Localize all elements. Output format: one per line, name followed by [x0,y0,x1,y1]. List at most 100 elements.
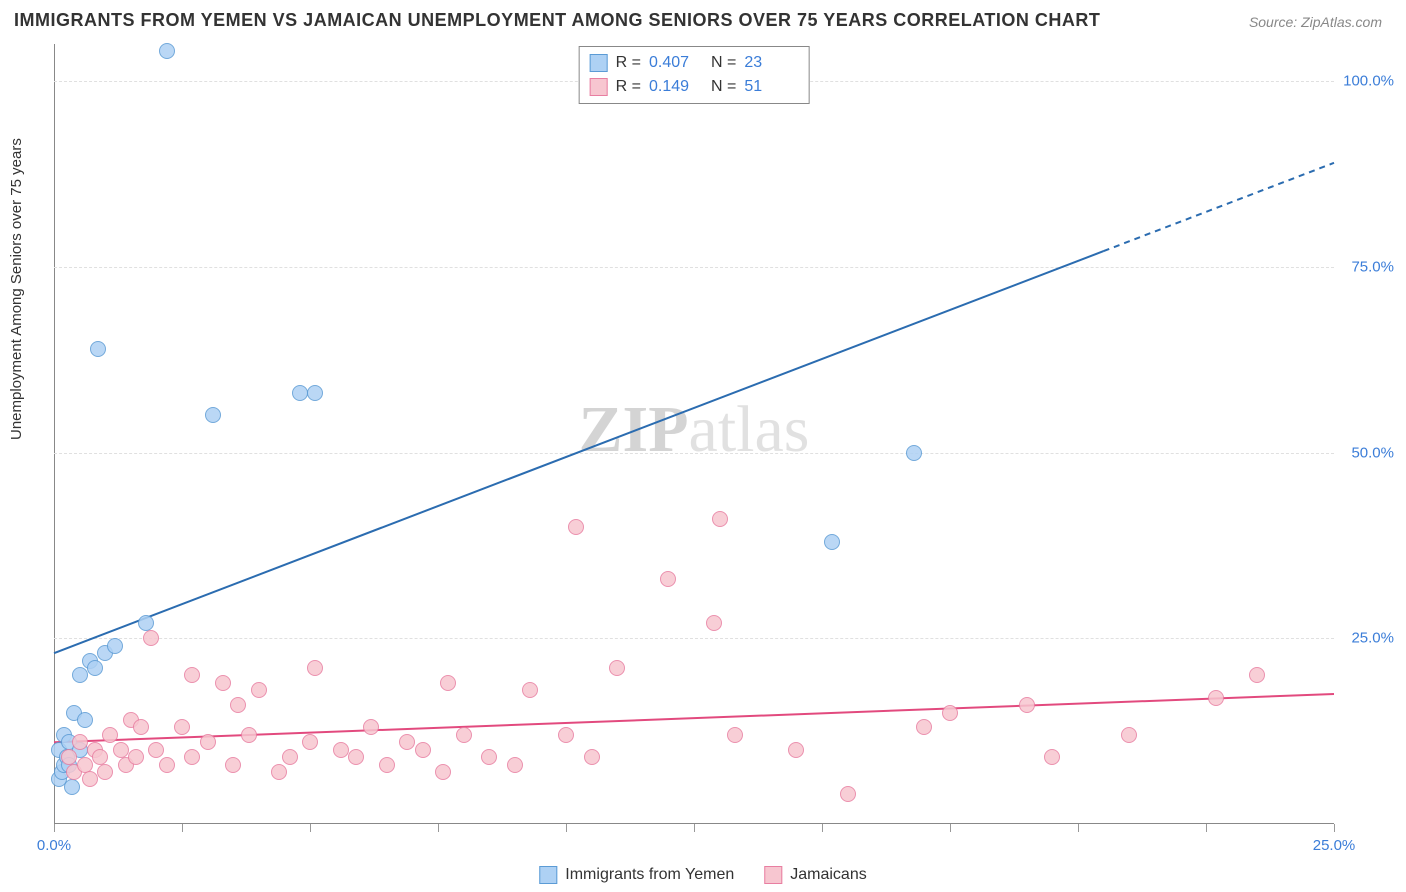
r-value-2: 0.149 [649,75,703,99]
scatter-point [706,615,722,631]
scatter-point [282,749,298,765]
swatch-series-1 [539,866,557,884]
scatter-point [138,615,154,631]
scatter-point [143,630,159,646]
scatter-point [159,43,175,59]
scatter-point [1121,727,1137,743]
x-tick [694,824,695,832]
y-axis-label: Unemployment Among Seniors over 75 years [8,138,25,440]
scatter-point [292,385,308,401]
scatter-point [159,757,175,773]
legend-label-2: Jamaicans [790,866,866,884]
scatter-point [435,764,451,780]
scatter-point [107,638,123,654]
y-tick-label: 25.0% [1351,630,1394,647]
x-tick-label: 0.0% [37,837,71,854]
r-label: R = [616,75,641,99]
scatter-point [77,757,93,773]
x-tick [310,824,311,832]
scatter-point [148,742,164,758]
n-label: N = [711,51,736,75]
scatter-point [307,660,323,676]
scatter-point [241,727,257,743]
scatter-point [133,719,149,735]
scatter-point [302,734,318,750]
scatter-point [609,660,625,676]
scatter-point [660,571,676,587]
scatter-point [558,727,574,743]
scatter-point [712,511,728,527]
scatter-point [727,727,743,743]
scatter-point [184,749,200,765]
scatter-point [200,734,216,750]
chart-title: IMMIGRANTS FROM YEMEN VS JAMAICAN UNEMPL… [14,10,1100,31]
x-tick [182,824,183,832]
scatter-point [82,771,98,787]
scatter-point [333,742,349,758]
trend-line-solid [54,251,1104,653]
scatter-point [113,742,129,758]
scatter-point [97,764,113,780]
x-tick [54,824,55,832]
legend-item-1: Immigrants from Yemen [539,866,734,884]
scatter-point [568,519,584,535]
scatter-point [77,712,93,728]
scatter-point [1249,667,1265,683]
scatter-point [72,667,88,683]
n-value-1: 23 [744,51,798,75]
x-tick-label: 25.0% [1313,837,1356,854]
scatter-point [271,764,287,780]
scatter-point [906,445,922,461]
scatter-point [456,727,472,743]
scatter-point [90,341,106,357]
scatter-point [481,749,497,765]
scatter-point [379,757,395,773]
scatter-point [225,757,241,773]
source-attribution: Source: ZipAtlas.com [1249,14,1382,30]
scatter-point [72,734,88,750]
scatter-point [205,407,221,423]
y-tick-label: 100.0% [1343,73,1394,90]
scatter-point [1208,690,1224,706]
stats-row-series-1: R = 0.407 N = 23 [590,51,799,75]
scatter-point [840,786,856,802]
r-value-1: 0.407 [649,51,703,75]
bottom-legend: Immigrants from Yemen Jamaicans [539,866,866,884]
y-tick-label: 50.0% [1351,444,1394,461]
scatter-point [440,675,456,691]
chart-plot-area: 25.0%50.0%75.0%100.0%0.0%25.0% ZIPatlas … [54,44,1334,824]
y-tick-label: 75.0% [1351,258,1394,275]
scatter-point [363,719,379,735]
scatter-point [251,682,267,698]
scatter-point [174,719,190,735]
scatter-point [102,727,118,743]
swatch-series-1 [590,54,608,72]
scatter-point [230,697,246,713]
legend-item-2: Jamaicans [764,866,866,884]
scatter-point [348,749,364,765]
scatter-point [507,757,523,773]
scatter-point [61,749,77,765]
x-tick [566,824,567,832]
scatter-point [307,385,323,401]
scatter-point [942,705,958,721]
scatter-point [64,779,80,795]
scatter-point [916,719,932,735]
stats-legend-box: R = 0.407 N = 23 R = 0.149 N = 51 [579,46,810,104]
scatter-point [1044,749,1060,765]
scatter-point [399,734,415,750]
n-value-2: 51 [744,75,798,99]
scatter-point [824,534,840,550]
x-tick [1078,824,1079,832]
scatter-point [92,749,108,765]
trend-line-dashed [1104,163,1334,251]
scatter-point [584,749,600,765]
legend-label-1: Immigrants from Yemen [565,866,734,884]
scatter-point [1019,697,1035,713]
swatch-series-2 [764,866,782,884]
scatter-point [415,742,431,758]
x-tick [822,824,823,832]
x-tick [1334,824,1335,832]
r-label: R = [616,51,641,75]
scatter-point [87,660,103,676]
